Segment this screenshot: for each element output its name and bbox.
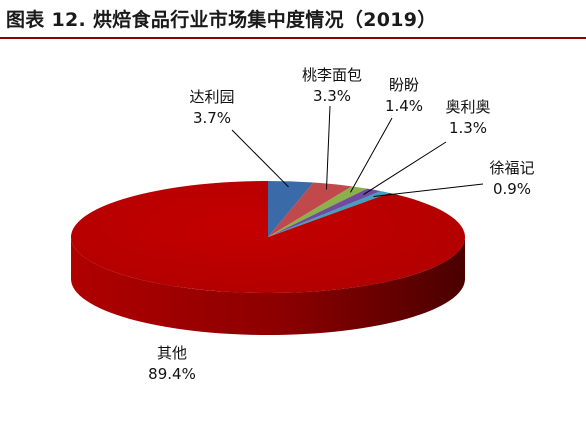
leader-line-3 <box>350 117 393 193</box>
pie-slice-4 <box>268 188 381 237</box>
slice-name-label: 桃李面包 <box>302 66 362 84</box>
slice-name-label: 奥利奥 <box>445 98 490 116</box>
pie-slice-1 <box>268 181 314 237</box>
slice-value-label: 3.7% <box>193 109 231 127</box>
pie-side-wall <box>71 237 465 335</box>
slice-value-label: 89.4% <box>148 365 196 383</box>
leader-line-5 <box>373 183 484 198</box>
slice-value-label: 0.9% <box>493 180 531 198</box>
slice-name-label: 盼盼 <box>389 76 419 94</box>
label-layer: 达利园 3.7% 桃李面包 3.3% 盼盼 1.4% 奥利奥 1.3% 徐福记 0.9% 其他 89.… <box>148 66 534 383</box>
leader-line-1 <box>231 129 289 188</box>
title-bar: 图表 12. 烘焙食品行业市场集中度情况（2019） <box>0 0 586 39</box>
slice-value-label: 1.3% <box>449 119 487 137</box>
slice-value-label: 3.3% <box>313 87 351 105</box>
pie-layer <box>71 181 465 335</box>
pie-slice-6 <box>71 181 465 293</box>
pie-slice-2 <box>268 182 352 237</box>
leader-line-4 <box>363 141 447 195</box>
pie-slice-3 <box>268 186 368 237</box>
pie-chart: 达利园 3.7% 桃李面包 3.3% 盼盼 1.4% 奥利奥 1.3% 徐福记 0.9% 其他 89.… <box>71 66 535 383</box>
slice-value-label: 1.4% <box>385 97 423 115</box>
slice-name-label: 达利园 <box>189 88 234 106</box>
pie-slice-5 <box>268 191 390 237</box>
slice-name-label: 徐福记 <box>489 159 534 177</box>
leader-line-2 <box>325 105 331 190</box>
chart-title: 图表 12. 烘焙食品行业市场集中度情况（2019） <box>6 9 437 31</box>
slice-name-label: 其他 <box>157 344 187 362</box>
leader-layer <box>231 105 484 198</box>
title-rule <box>0 37 586 39</box>
